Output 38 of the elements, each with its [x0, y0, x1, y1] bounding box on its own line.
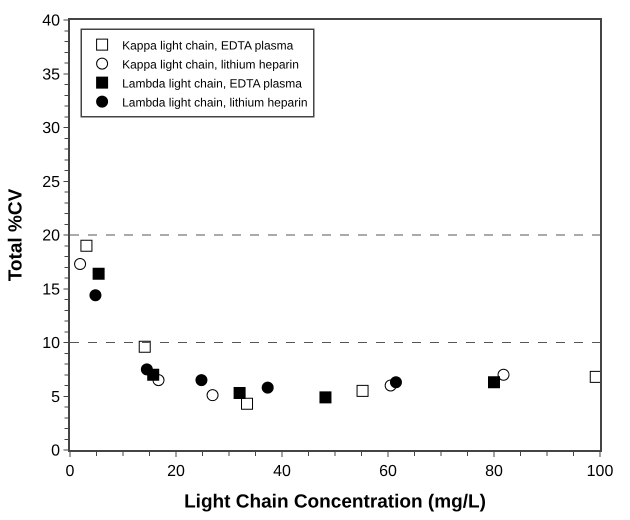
legend-label: Kappa light chain, lithium heparin — [122, 57, 299, 72]
point — [152, 374, 165, 386]
point — [241, 398, 254, 410]
y-tick-label: 20 — [42, 228, 60, 245]
point — [488, 376, 500, 388]
point — [92, 268, 105, 280]
point — [89, 289, 102, 302]
point — [140, 363, 153, 376]
x-axis-title: Light Chain Concentration (mg/L) — [184, 491, 486, 512]
x-tick-label: 0 — [66, 462, 75, 480]
legend-label: Lambda light chain, EDTA plasma — [122, 76, 302, 90]
point — [206, 389, 219, 402]
point — [390, 376, 402, 388]
y-tick-label: 15 — [42, 281, 60, 298]
x-tick-label: 80 — [485, 462, 503, 480]
y-tick-label: 40 — [42, 12, 60, 30]
point — [356, 384, 369, 397]
x-tick-label: 100 — [586, 462, 614, 480]
point — [498, 368, 510, 381]
x-tick-label: 40 — [273, 462, 291, 480]
y-tick-label: 10 — [42, 335, 60, 352]
point — [80, 240, 92, 252]
legend-label: Kappa light chain, EDTA plasma — [122, 38, 294, 52]
point — [319, 391, 332, 404]
y-tick-label: 30 — [42, 120, 60, 138]
y-tick-label: 5 — [51, 388, 60, 406]
point — [234, 387, 246, 400]
legend-label: Lambda light chain, lithium heparin — [122, 95, 308, 110]
x-tick-label: 60 — [379, 462, 397, 480]
point — [138, 340, 151, 353]
x-tick-label: 20 — [167, 462, 185, 480]
point — [262, 382, 274, 394]
point — [74, 258, 86, 270]
y-axis-title: Total %CV — [6, 188, 27, 282]
y-tick-label: 35 — [42, 66, 60, 84]
point — [195, 374, 208, 386]
y-tick-label: 0 — [51, 442, 60, 460]
y-tick-label: 25 — [42, 174, 60, 191]
